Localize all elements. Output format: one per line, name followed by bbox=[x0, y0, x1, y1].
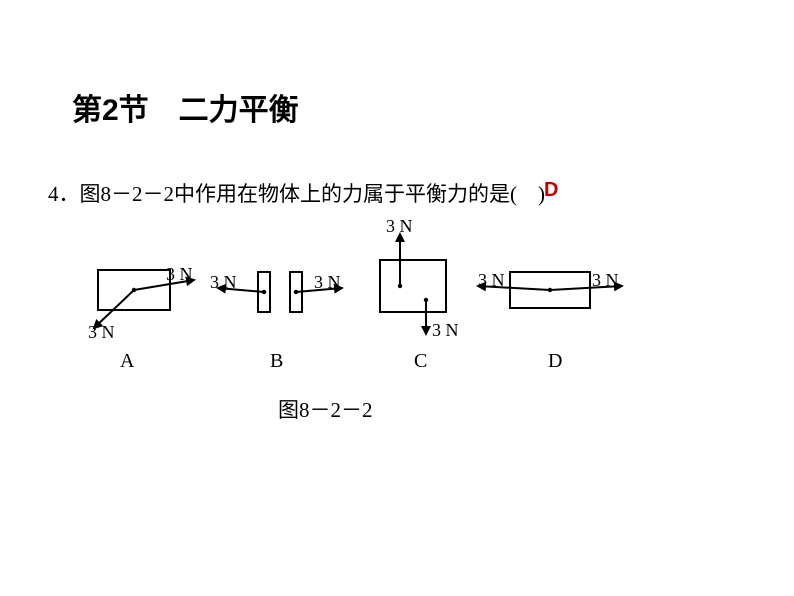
svg-text:3 N: 3 N bbox=[88, 322, 115, 342]
svg-text:A: A bbox=[120, 350, 135, 372]
svg-text:D: D bbox=[548, 350, 562, 372]
diagram-svg: 3 N3 NA3 N3 NB3 N3 NC3 N3 ND bbox=[0, 0, 794, 596]
svg-text:C: C bbox=[414, 350, 427, 372]
svg-text:3 N: 3 N bbox=[166, 264, 193, 284]
svg-text:3 N: 3 N bbox=[592, 270, 619, 290]
svg-text:3 N: 3 N bbox=[432, 320, 459, 340]
svg-text:3 N: 3 N bbox=[478, 270, 505, 290]
svg-text:3 N: 3 N bbox=[314, 272, 341, 292]
svg-text:B: B bbox=[270, 350, 283, 372]
figure-caption: 图8－2－2 bbox=[278, 394, 373, 424]
svg-text:3 N: 3 N bbox=[386, 216, 413, 236]
svg-text:3 N: 3 N bbox=[210, 272, 237, 292]
